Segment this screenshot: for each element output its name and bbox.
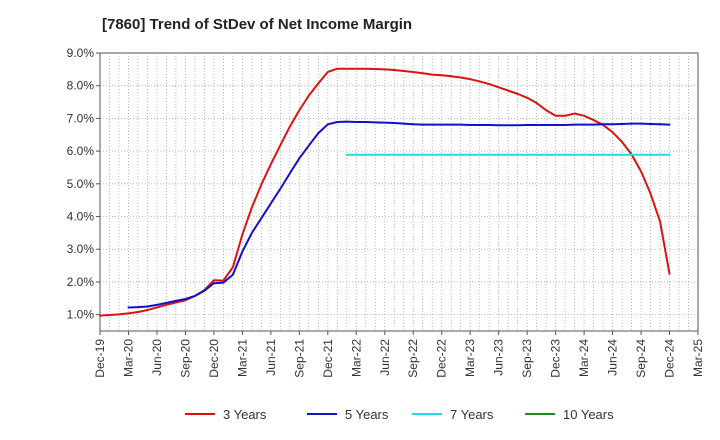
chart-title: [7860] Trend of StDev of Net Income Marg… xyxy=(102,16,413,33)
x-tick-label: Sep-24 xyxy=(634,339,648,378)
x-tick-label: Mar-21 xyxy=(235,339,249,377)
x-tick-label: Mar-25 xyxy=(691,339,705,377)
plot-frame xyxy=(99,52,699,332)
y-tick-label: 1.0% xyxy=(67,308,95,322)
x-tick-label: Mar-24 xyxy=(577,339,591,377)
x-tick-label: Dec-21 xyxy=(321,339,335,378)
series-line-5-years xyxy=(127,120,671,309)
y-tick-label: 2.0% xyxy=(67,275,95,289)
x-tick-label: Jun-21 xyxy=(264,339,278,376)
x-axis: Dec-19 Mar-20 Jun-20 Sep-20 Dec-20 Mar-21 Jun-… xyxy=(93,331,705,378)
x-tick-label: Jun-23 xyxy=(492,339,506,376)
y-tick-label: 9.0% xyxy=(67,46,95,60)
x-tick-label: Dec-19 xyxy=(93,339,107,378)
y-tick-label: 4.0% xyxy=(67,210,95,224)
series-layer xyxy=(99,67,671,317)
y-tick-label: 5.0% xyxy=(67,177,95,191)
x-tick-label: Mar-20 xyxy=(121,339,135,377)
plot-background xyxy=(100,53,698,331)
legend: 3 Years 5 Years 7 Years 10 Years xyxy=(185,407,614,422)
x-tick-label: Sep-20 xyxy=(178,339,192,378)
x-tick-label: Jun-24 xyxy=(606,339,620,376)
y-axis: 1.0% 2.0% 3.0% 4.0% 5.0% 6.0% 7.0% 8.0% 9.0% xyxy=(67,46,100,322)
x-tick-label: Dec-22 xyxy=(435,339,449,378)
x-tick-label: Mar-22 xyxy=(349,339,363,377)
y-tick-label: 8.0% xyxy=(67,79,95,93)
x-tick-label: Sep-23 xyxy=(520,339,534,378)
x-tick-label: Mar-23 xyxy=(463,339,477,377)
x-tick-label: Jun-22 xyxy=(378,339,392,376)
legend-label-7-years: 7 Years xyxy=(450,407,494,422)
x-tick-label: Sep-21 xyxy=(292,339,306,378)
grid-layer xyxy=(100,52,698,331)
y-tick-label: 6.0% xyxy=(67,144,95,158)
legend-label-3-years: 3 Years xyxy=(223,407,267,422)
legend-label-10-years: 10 Years xyxy=(563,407,614,422)
x-tick-label: Dec-24 xyxy=(663,339,677,378)
x-tick-label: Dec-20 xyxy=(207,339,221,378)
x-tick-label: Jun-20 xyxy=(150,339,164,376)
x-tick-label: Sep-22 xyxy=(406,339,420,378)
legend-label-5-years: 5 Years xyxy=(345,407,389,422)
y-tick-label: 7.0% xyxy=(67,111,95,125)
y-tick-label: 3.0% xyxy=(67,242,95,256)
x-tick-label: Dec-23 xyxy=(549,339,563,378)
